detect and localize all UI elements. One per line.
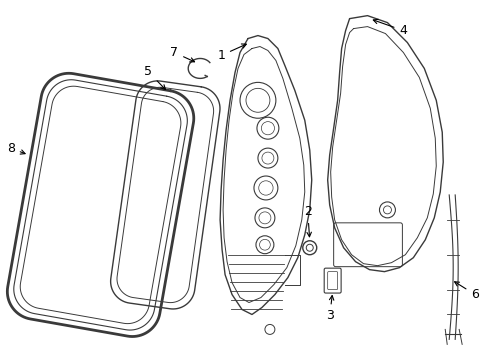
Text: 5: 5 [145, 66, 166, 89]
Text: 8: 8 [7, 141, 25, 155]
Text: 3: 3 [326, 296, 334, 323]
Text: 7: 7 [170, 46, 195, 62]
Text: 6: 6 [455, 282, 479, 301]
Text: 1: 1 [217, 44, 246, 62]
Text: 2: 2 [304, 205, 312, 237]
Text: 4: 4 [373, 19, 407, 37]
